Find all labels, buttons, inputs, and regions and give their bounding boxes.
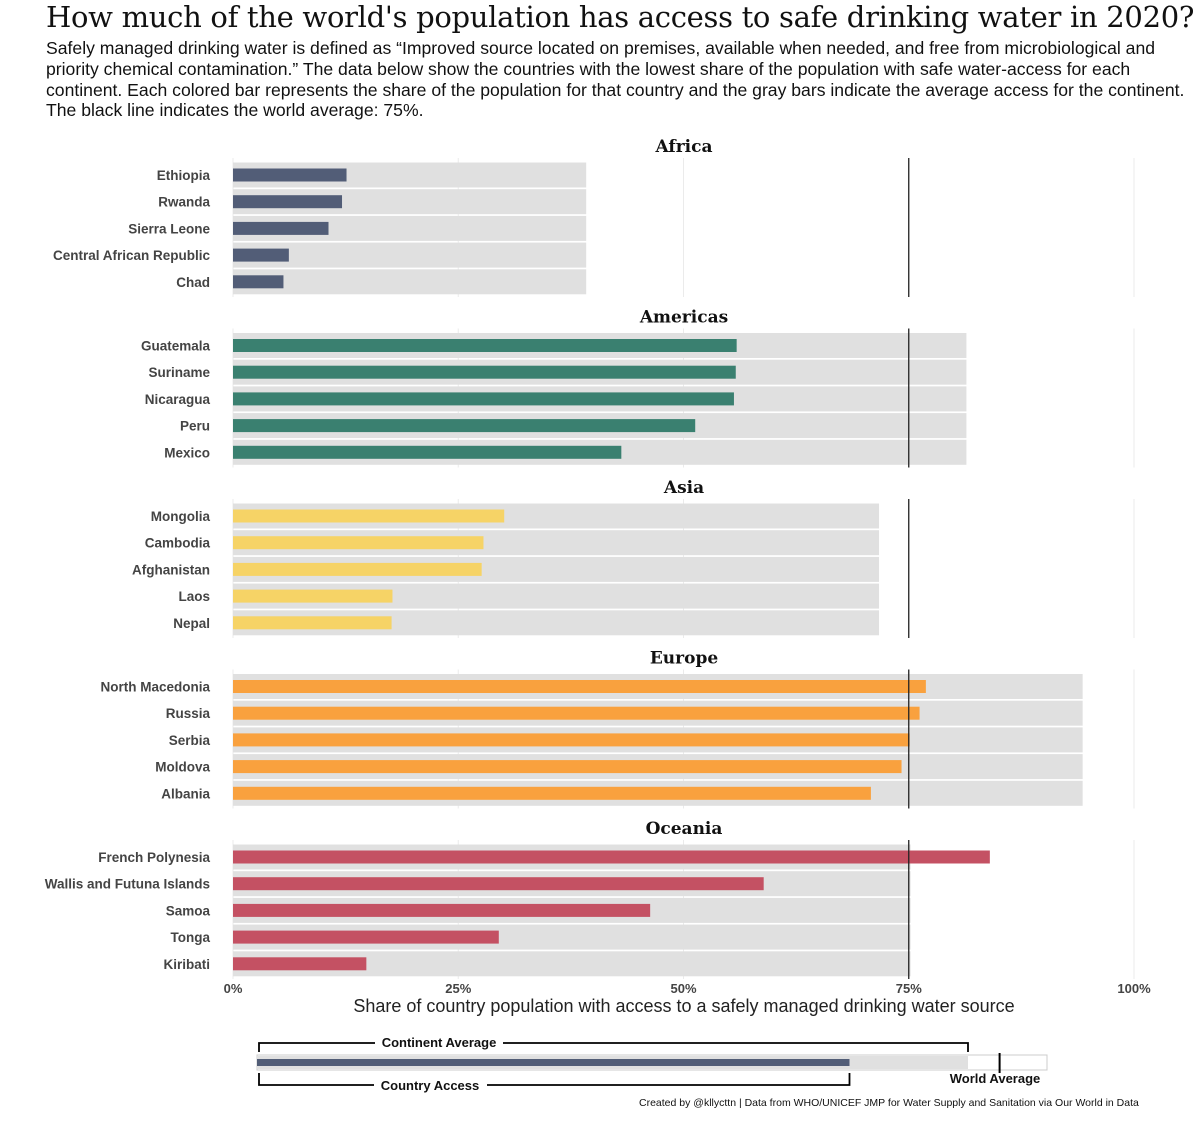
country-label: Russia [166, 706, 211, 721]
country-label: Laos [178, 589, 210, 604]
country-bar [233, 445, 622, 459]
country-bar [233, 195, 343, 209]
country-bar [233, 419, 696, 433]
country-bar [233, 536, 484, 550]
key-country-bar [257, 1059, 850, 1066]
panel-title-americas: Americas [639, 308, 728, 328]
country-bar [233, 930, 499, 944]
country-bar [233, 392, 734, 406]
key-continent-bracket-left [258, 1042, 375, 1052]
country-bar [233, 562, 482, 576]
country-label: Albania [161, 786, 210, 801]
country-label: Moldova [155, 760, 210, 775]
key-country-access-label: Country Access [381, 1078, 480, 1093]
key-country-bracket-left [258, 1073, 374, 1086]
country-label: Chad [176, 275, 210, 290]
country-label: Afghanistan [132, 562, 210, 577]
country-label: Serbia [169, 733, 211, 748]
country-label: Ethiopia [157, 168, 211, 183]
country-bar [233, 339, 737, 352]
country-bar [233, 221, 329, 235]
continent-average-bar [233, 242, 587, 268]
country-label: Sierra Leone [128, 221, 210, 236]
country-label: Kiribati [163, 957, 210, 972]
country-bar [233, 850, 990, 864]
country-bar [233, 365, 736, 379]
country-bar [233, 957, 367, 971]
credit-line: Created by @kllycttn | Data from WHO/UNI… [639, 1097, 1139, 1109]
x-tick-label: 100% [1117, 981, 1151, 996]
country-label: Mongolia [151, 509, 211, 524]
country-label: Guatemala [141, 339, 211, 354]
country-bar [233, 275, 284, 289]
country-label: North Macedonia [100, 680, 210, 695]
country-bar [233, 786, 871, 800]
country-bar [233, 248, 289, 262]
panel-title-asia: Asia [663, 478, 704, 498]
country-label: Wallis and Futuna Islands [45, 877, 210, 892]
country-label: Nicaragua [145, 392, 211, 407]
country-bar [233, 706, 920, 720]
key-continent-average-label: Continent Average [382, 1035, 497, 1050]
key-country-bracket-right [487, 1073, 851, 1086]
panel-title-europe: Europe [650, 649, 718, 669]
country-label: Central African Republic [53, 248, 211, 263]
country-label: French Polynesia [98, 850, 210, 865]
chart-subtitle: Safely managed drinking water is defined… [46, 38, 1185, 121]
panel-title-oceania: Oceania [646, 819, 723, 839]
country-bar [233, 616, 392, 630]
country-bar [233, 168, 347, 182]
country-label: Tonga [171, 930, 211, 945]
key-continent-bracket-right [503, 1042, 969, 1052]
country-bar [233, 733, 910, 747]
country-label: Rwanda [158, 195, 210, 210]
country-bar [233, 680, 926, 693]
x-tick-label: 50% [670, 981, 696, 996]
key-world-average-label: World Average [950, 1071, 1041, 1086]
country-bar [233, 903, 651, 917]
x-tick-label: 0% [224, 981, 243, 996]
continent-average-bar [233, 269, 587, 295]
x-axis-label: Share of country population with access … [353, 996, 1014, 1016]
country-label: Suriname [148, 365, 210, 380]
country-label: Samoa [166, 903, 211, 918]
country-label: Mexico [164, 445, 210, 460]
country-label: Nepal [173, 616, 210, 631]
country-bar [233, 877, 764, 891]
country-label: Cambodia [145, 536, 211, 551]
x-tick-label: 25% [445, 981, 471, 996]
country-bar [233, 509, 505, 523]
panel-title-africa: Africa [655, 137, 713, 157]
country-bar [233, 760, 902, 774]
chart-title: How much of the world's population has a… [46, 0, 1195, 34]
country-bar [233, 589, 393, 603]
x-tick-label: 75% [896, 981, 922, 996]
country-label: Peru [180, 419, 210, 434]
